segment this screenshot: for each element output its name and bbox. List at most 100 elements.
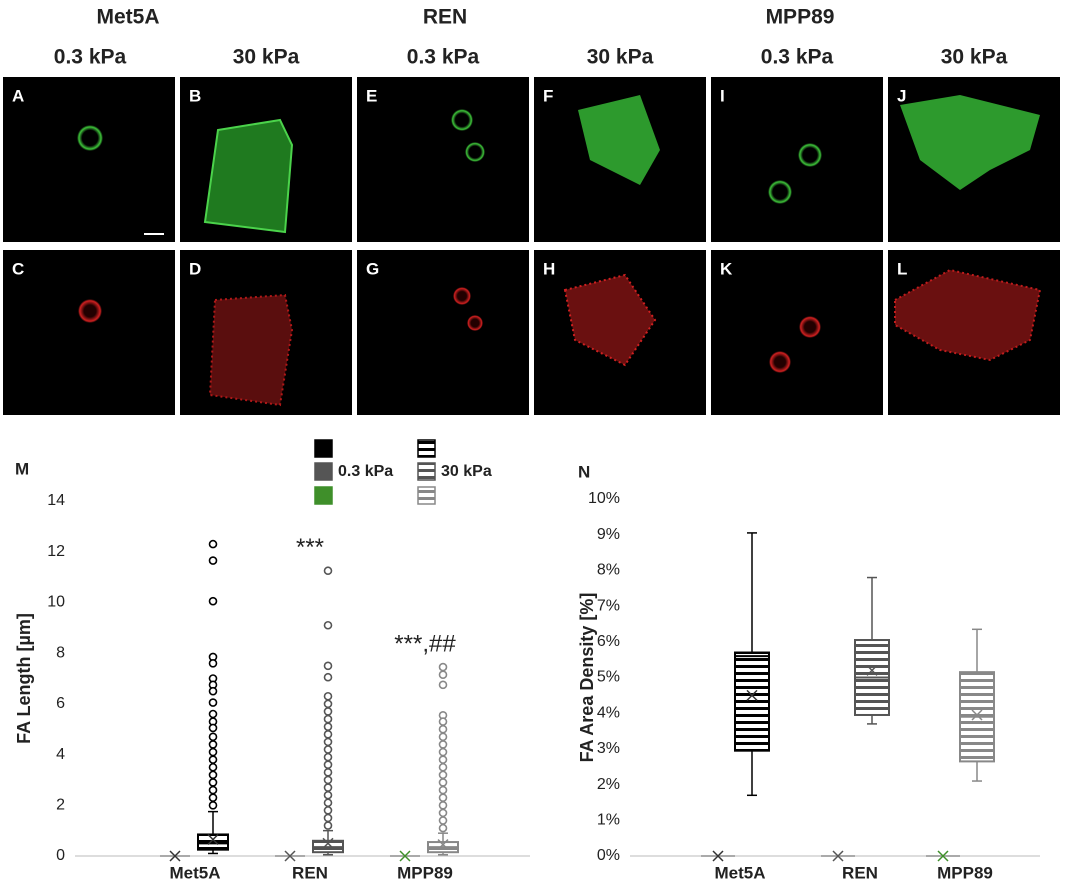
mean-marker bbox=[399, 850, 411, 862]
mean-marker bbox=[169, 850, 181, 862]
cell bbox=[465, 142, 485, 162]
y-tick-label: 0 bbox=[56, 847, 65, 864]
column-label: 30 kPa bbox=[233, 46, 300, 69]
outlier bbox=[323, 783, 333, 792]
cell bbox=[900, 95, 1040, 190]
outlier bbox=[323, 790, 333, 800]
y-tick-label: 6% bbox=[597, 633, 620, 650]
y-tick-label: 10% bbox=[588, 490, 620, 507]
y-tick-label: 14 bbox=[47, 492, 65, 509]
legend-swatch bbox=[417, 486, 436, 505]
mean-marker bbox=[832, 850, 844, 862]
panel-letter: K bbox=[720, 259, 733, 278]
y-tick-label: 2 bbox=[56, 797, 65, 814]
outlier bbox=[323, 722, 333, 731]
outlier bbox=[208, 740, 218, 749]
box bbox=[734, 651, 770, 752]
y-tick-label: 7% bbox=[597, 597, 620, 614]
outlier bbox=[323, 813, 333, 823]
outlier bbox=[323, 714, 333, 724]
outlier bbox=[323, 661, 333, 671]
group-label: Met5A bbox=[96, 6, 159, 29]
outlier bbox=[438, 724, 448, 734]
outlier bbox=[323, 760, 333, 770]
x-tick-label: Met5A bbox=[714, 863, 765, 882]
x-tick-label: MPP89 bbox=[397, 863, 453, 882]
cell bbox=[798, 143, 822, 167]
outlier bbox=[208, 755, 218, 764]
y-tick-label: 2% bbox=[597, 776, 620, 793]
outlier bbox=[323, 707, 333, 716]
micrograph bbox=[3, 77, 175, 242]
panel-letter: F bbox=[543, 86, 553, 105]
outlier bbox=[323, 745, 333, 754]
y-tick-label: 4 bbox=[56, 746, 65, 763]
y-axis-title: FA Length [µm] bbox=[14, 613, 34, 744]
outlier bbox=[323, 768, 333, 777]
panel-letter: D bbox=[189, 259, 201, 278]
cell bbox=[768, 180, 792, 204]
y-tick-label: 1% bbox=[597, 812, 620, 829]
outlier bbox=[438, 762, 448, 772]
outlier bbox=[323, 691, 333, 701]
cell bbox=[77, 125, 103, 151]
y-tick-label: 6 bbox=[56, 695, 65, 712]
outlier bbox=[323, 737, 333, 747]
cell bbox=[769, 351, 791, 373]
outlier bbox=[438, 717, 448, 726]
panel-letter: M bbox=[15, 459, 29, 478]
micrograph bbox=[357, 250, 529, 415]
micrograph bbox=[357, 77, 529, 242]
outlier bbox=[208, 539, 218, 549]
outlier bbox=[323, 798, 333, 808]
panel-letter: C bbox=[12, 259, 24, 278]
mean-marker bbox=[866, 664, 878, 676]
column-label: 0.3 kPa bbox=[761, 46, 834, 69]
outlier bbox=[208, 698, 218, 707]
mean-marker bbox=[437, 839, 449, 851]
panel-letter: B bbox=[189, 86, 201, 105]
cell bbox=[563, 273, 657, 367]
mean-marker bbox=[712, 850, 724, 862]
outlier bbox=[208, 709, 218, 719]
y-tick-label: 10 bbox=[47, 594, 65, 611]
outlier bbox=[438, 740, 448, 749]
outlier bbox=[208, 658, 218, 668]
micrographs bbox=[3, 77, 1060, 415]
group-label: MPP89 bbox=[766, 6, 835, 29]
panel-letter: E bbox=[366, 86, 377, 105]
legend-swatch bbox=[417, 462, 436, 481]
outlier bbox=[323, 729, 333, 739]
legend-label: 30 kPa bbox=[441, 463, 492, 480]
mean-marker bbox=[322, 837, 334, 849]
outlier bbox=[438, 732, 448, 742]
outlier bbox=[208, 596, 218, 606]
micrograph bbox=[711, 250, 883, 415]
legend-swatch bbox=[314, 439, 333, 458]
y-tick-label: 12 bbox=[47, 543, 65, 560]
micrograph bbox=[3, 250, 175, 415]
x-tick-label: Met5A bbox=[169, 863, 220, 882]
outlier bbox=[438, 793, 448, 802]
outlier bbox=[438, 823, 448, 833]
y-tick-label: 8 bbox=[56, 644, 65, 661]
outlier bbox=[438, 800, 448, 810]
mean-marker bbox=[207, 833, 219, 846]
outlier bbox=[438, 662, 448, 672]
x-tick-label: REN bbox=[842, 863, 878, 882]
cell bbox=[467, 315, 483, 331]
outlier bbox=[208, 747, 218, 757]
annotation: *** bbox=[296, 534, 324, 561]
outlier bbox=[323, 821, 333, 830]
micrograph bbox=[711, 77, 883, 242]
outlier bbox=[208, 785, 218, 795]
outlier bbox=[323, 672, 333, 682]
panel-letter: J bbox=[897, 86, 906, 105]
outlier bbox=[323, 699, 333, 709]
outlier bbox=[438, 747, 448, 757]
outlier bbox=[438, 808, 448, 818]
outlier bbox=[208, 770, 218, 780]
y-axis-title: FA Area Density [%] bbox=[577, 593, 597, 763]
y-tick-label: 0% bbox=[597, 847, 620, 864]
outlier bbox=[323, 752, 333, 762]
